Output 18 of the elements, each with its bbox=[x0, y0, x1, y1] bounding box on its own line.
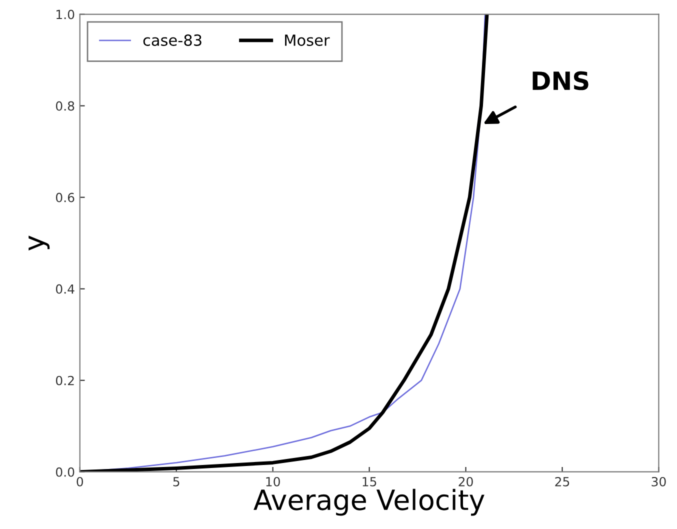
y-tick-label: 0.2 bbox=[56, 376, 74, 386]
y-tick-label: 0.4 bbox=[56, 284, 74, 294]
y-tick-label: 0.8 bbox=[56, 101, 74, 111]
y-tick-label: 0.6 bbox=[56, 192, 74, 202]
annotation: DNS bbox=[532, 71, 588, 90]
x-tick-label: 20 bbox=[458, 476, 473, 486]
x-tick-label: 10 bbox=[266, 476, 280, 486]
x-tick-label: 5 bbox=[173, 477, 180, 486]
y-tick-label: 0.0 bbox=[56, 467, 74, 477]
x-tick-label: 0 bbox=[76, 476, 84, 486]
x-tick-label: 25 bbox=[555, 476, 570, 486]
legend-label: Moser bbox=[285, 34, 330, 46]
x-axis-title: Average Velocity bbox=[254, 488, 484, 516]
x-tick-label: 15 bbox=[362, 477, 376, 486]
y-tick-label: 1.0 bbox=[56, 10, 74, 20]
x-tick-label: 30 bbox=[652, 476, 666, 486]
legend-label: case-83 bbox=[143, 34, 202, 46]
y-axis-title: y bbox=[28, 236, 50, 250]
